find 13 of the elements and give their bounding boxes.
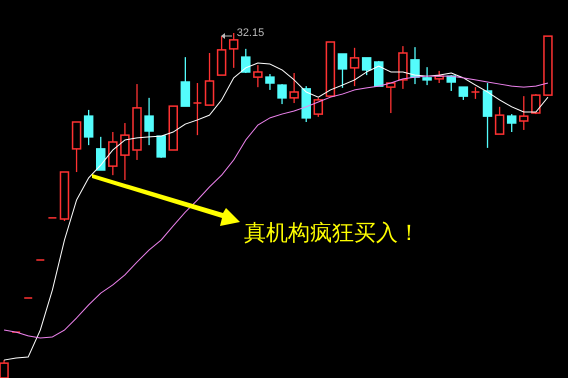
candlestick (120, 122, 130, 181)
annotation: 真机构疯狂买入！ (244, 221, 420, 246)
candlestick (350, 47, 360, 87)
candlestick (132, 83, 142, 161)
candlestick (144, 97, 154, 146)
candlestick (519, 95, 529, 131)
candlestick (108, 131, 118, 176)
candlestick (289, 72, 299, 104)
candlestick (228, 32, 238, 68)
candlestick (84, 109, 94, 146)
candlestick (192, 82, 202, 136)
annotation: 32.15 (236, 27, 264, 39)
candlestick (253, 64, 263, 88)
